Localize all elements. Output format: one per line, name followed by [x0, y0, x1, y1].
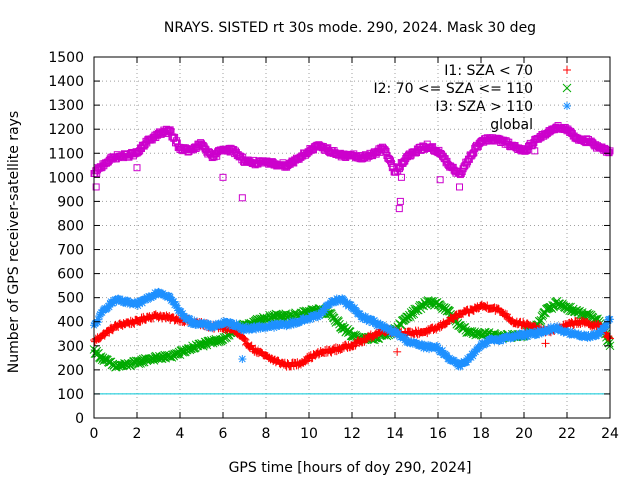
outlier-points [238, 355, 247, 364]
series-3-point [166, 126, 174, 134]
legend-label-2: I3: SZA > 110 [435, 99, 533, 115]
y-tick-label: 800 [57, 218, 84, 234]
legend-marker-0 [563, 66, 571, 74]
outlier-point [238, 355, 247, 364]
legend-label-3: global [490, 117, 533, 133]
grid [94, 57, 610, 418]
x-tick-label: 0 [90, 426, 99, 442]
series-3-point [468, 151, 476, 159]
y-tick-label: 0 [75, 411, 84, 427]
outlier-point [393, 347, 402, 356]
series-0-point [241, 335, 250, 344]
x-tick-label: 6 [219, 426, 228, 442]
y-tick-label: 900 [57, 194, 84, 210]
series-3 [90, 122, 614, 179]
x-tick-label: 24 [601, 426, 619, 442]
y-tick-label: 700 [57, 243, 84, 259]
series-3-point [457, 169, 465, 177]
y-tick-label: 1200 [48, 122, 84, 138]
x-tick-label: 14 [386, 426, 404, 442]
x-tick-label: 22 [558, 426, 576, 442]
series-3-point [386, 155, 394, 163]
y-tick-label: 200 [57, 363, 84, 379]
axis-ticks: 0 2 4 6 8 10 12 14 16 18 20 22 240100200300400500600… [48, 50, 619, 442]
x-tick-label: 16 [429, 426, 447, 442]
legend-label-1: I2: 70 <= SZA <= 110 [373, 81, 533, 97]
series-1-point [187, 344, 196, 353]
y-tick-label: 500 [57, 291, 84, 307]
series-3-point [382, 148, 390, 156]
x-tick-label: 4 [176, 426, 185, 442]
x-axis-label: GPS time [hours of doy 290, 2024] [229, 460, 472, 476]
y-axis-label: Number of GPS receiver-satellite rays [6, 111, 22, 373]
y-tick-label: 1100 [48, 146, 84, 162]
y-tick-label: 1500 [48, 50, 84, 66]
x-tick-label: 18 [472, 426, 490, 442]
series-0-point [247, 341, 256, 350]
outlier-point [238, 194, 246, 202]
y-tick-label: 300 [57, 339, 84, 355]
y-tick-label: 1000 [48, 170, 84, 186]
x-tick-label: 2 [133, 426, 142, 442]
x-tick-label: 20 [515, 426, 533, 442]
series-3-point [381, 146, 389, 154]
outlier-point [395, 205, 403, 213]
data-points [89, 122, 615, 372]
outlier-point [456, 183, 463, 191]
series-1-point [196, 340, 205, 350]
y-tick-label: 100 [57, 387, 84, 403]
x-tick-label: 8 [262, 426, 271, 442]
legend-marker-2 [563, 102, 571, 110]
series-3-point [605, 149, 613, 157]
legend-label-0: I1: SZA < 70 [444, 63, 533, 79]
series-3-point [469, 149, 477, 157]
series-3-point [167, 128, 175, 136]
y-tick-label: 600 [57, 267, 84, 283]
y-tick-label: 400 [57, 315, 84, 331]
chart-title: NRAYS. SISTED rt 30s mode. 290, 2024. Ma… [164, 20, 536, 36]
x-tick-label: 10 [300, 426, 318, 442]
legend: I1: SZA < 70 I2: 70 <= SZA <= 110 I3: SZA … [373, 63, 572, 133]
series-0-point [240, 334, 249, 343]
y-tick-label: 1400 [48, 74, 84, 90]
series-1-point [154, 354, 163, 364]
y-tick-label: 1300 [48, 98, 84, 114]
series-0-point [239, 334, 248, 343]
series-1-point [445, 307, 454, 316]
x-tick-label: 12 [343, 426, 361, 442]
